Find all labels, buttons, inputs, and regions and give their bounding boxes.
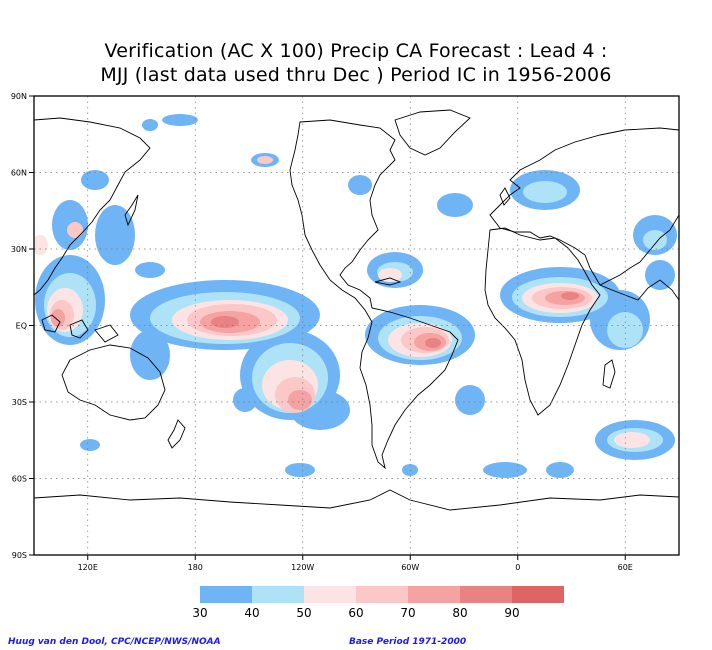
lon-label-180: 180 [188,563,203,572]
longitude-labels: 120E 180 120W 60W 0 60E [78,563,633,572]
colorbar-swatch-3 [356,586,408,603]
colorbar: 30 40 50 60 70 80 90 [192,586,564,620]
lon-label-120e: 120E [78,563,98,572]
lat-label-90s: 90S [12,551,27,560]
colorbar-swatch-4 [408,586,460,603]
footer-credit: Huug van den Dool, CPC/NCEP/NWS/NOAA [8,637,221,647]
lon-label-60w: 60W [401,563,419,572]
colorbar-label-40: 40 [244,606,259,620]
lon-label-60e: 60E [618,563,633,572]
colorbar-label-50: 50 [296,606,311,620]
lat-label-60n: 60N [11,169,27,178]
lat-label-eq: EQ [16,322,27,331]
colorbar-swatch-5 [460,586,512,603]
colorbar-label-80: 80 [452,606,467,620]
colorbar-swatch-6 [512,586,564,603]
lat-label-60s: 60S [12,475,27,484]
lon-label-0: 0 [515,563,520,572]
footer-base-period: Base Period 1971-2000 [349,637,467,647]
title-line-1: Verification (AC X 100) Precip CA Foreca… [104,40,608,62]
colorbar-swatch-2 [304,586,356,603]
title-line-2: MJJ (last data used thru Dec ) Period IC… [100,64,612,86]
colorbar-label-70: 70 [400,606,415,620]
lat-label-30s: 30S [12,398,27,407]
tick-marks [29,95,626,560]
lat-label-90n: 90N [11,92,27,101]
lat-label-30n: 30N [11,245,27,254]
colorbar-label-90: 90 [504,606,519,620]
colorbar-swatch-0 [200,586,252,603]
coastlines [34,109,679,511]
lon-label-120w: 120W [291,563,314,572]
colorbar-swatch-1 [252,586,304,603]
colorbar-label-60: 60 [348,606,363,620]
colorbar-label-30: 30 [192,606,207,620]
latitude-labels: 90N 60N 30N EQ 30S 60S 90S [11,92,27,560]
